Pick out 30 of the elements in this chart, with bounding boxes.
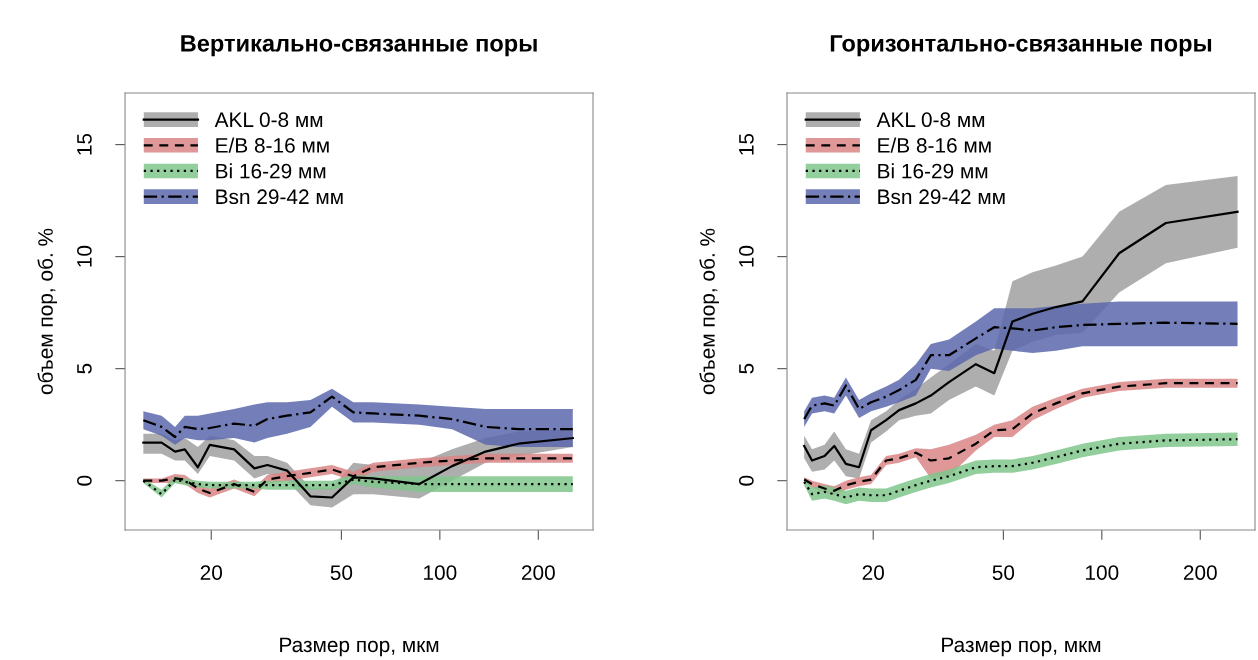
y-tick-label: 10: [738, 245, 754, 267]
y-tick-label: 0: [77, 475, 92, 486]
x-tick-label: 200: [521, 565, 555, 580]
chart-title: Вертикально-связанные поры: [181, 35, 537, 57]
y-tick-label: 0: [738, 475, 754, 486]
chart-title: Горизонтально-связанные поры: [830, 35, 1212, 57]
x-tick-label: 50: [330, 565, 353, 580]
legend-label: Bsn 29-42 мм: [878, 189, 1005, 205]
x-tick-label: 20: [862, 565, 884, 580]
y-tick-label: 15: [739, 133, 754, 155]
y-tick-label: 5: [77, 363, 92, 374]
legend-label: Bi 16-29 мм: [878, 163, 988, 179]
legend-label: E/B 8-16 мм: [216, 137, 329, 153]
x-axis-title: Размер пор, мкм: [280, 637, 439, 657]
legend-label: AKL 0-8 мм: [876, 112, 985, 128]
y-axis-title: объем пор, об. %: [37, 228, 58, 395]
x-tick-label: 100: [1086, 565, 1119, 580]
x-tick-label: 20: [200, 565, 223, 580]
x-tick-label: 100: [424, 565, 457, 580]
x-tick-label: 50: [992, 565, 1015, 580]
y-tick-label: 15: [77, 133, 92, 155]
legend-label: AKL 0-8 мм: [214, 112, 323, 128]
y-axis-title: объем пор, об. %: [699, 228, 719, 395]
legend-label: Bsn 29-42 мм: [216, 189, 343, 205]
legend-label: E/B 8-16 мм: [878, 137, 991, 153]
y-tick-label: 5: [739, 363, 754, 374]
y-tick-label: 10: [77, 245, 92, 267]
legend-label: Bi 16-29 мм: [216, 163, 326, 179]
x-axis-title: Размер пор, мкм: [942, 637, 1101, 657]
x-tick-label: 200: [1183, 565, 1217, 580]
